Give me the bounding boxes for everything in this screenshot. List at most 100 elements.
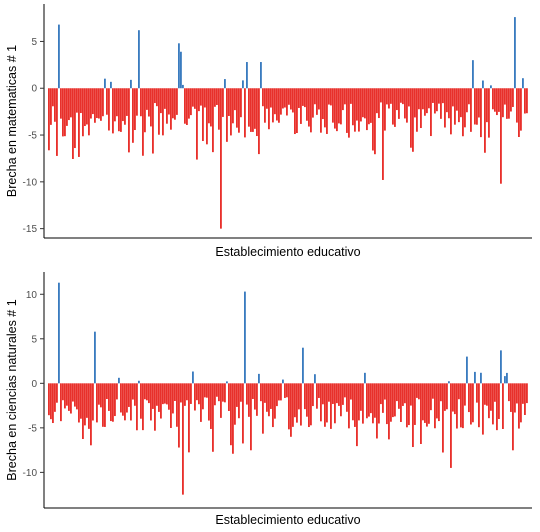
bar <box>80 383 82 419</box>
bar <box>522 383 524 404</box>
bar <box>156 383 158 406</box>
bar <box>492 88 494 110</box>
bar <box>180 383 182 403</box>
bar <box>140 383 142 419</box>
bar <box>404 383 406 404</box>
bar <box>64 88 66 137</box>
bar <box>152 383 154 409</box>
bar <box>268 88 270 130</box>
bar <box>304 383 306 410</box>
bar <box>80 88 82 114</box>
bar <box>132 88 134 143</box>
bar <box>170 383 172 428</box>
bar <box>430 383 432 411</box>
bar <box>464 383 466 406</box>
bar <box>336 383 338 404</box>
bar <box>190 88 192 116</box>
bar <box>450 88 452 135</box>
bar <box>316 383 318 409</box>
bar <box>308 88 310 127</box>
bar <box>340 88 342 125</box>
bar <box>324 383 326 427</box>
bar <box>262 383 264 434</box>
bar <box>332 383 334 404</box>
bar <box>54 383 56 412</box>
bar <box>356 383 358 447</box>
bar <box>142 88 144 156</box>
bar <box>446 88 448 113</box>
bar <box>252 88 254 132</box>
bar <box>486 383 488 406</box>
bar <box>48 383 50 416</box>
bar <box>246 383 248 405</box>
bar <box>68 88 70 121</box>
bar <box>282 88 284 109</box>
bar <box>220 383 222 418</box>
bar <box>510 383 512 412</box>
bar <box>432 88 434 103</box>
bar <box>162 88 164 136</box>
bar <box>84 88 86 127</box>
bar <box>472 60 474 89</box>
bar <box>506 88 508 119</box>
science-y-axis-title: Brecha en ciencias naturales # 1 <box>5 299 19 480</box>
bar <box>206 88 208 145</box>
bar <box>420 88 422 129</box>
bar <box>342 88 344 111</box>
bar <box>278 88 280 123</box>
bar <box>160 88 162 114</box>
bar <box>330 383 332 429</box>
bar <box>312 88 314 118</box>
bar <box>314 374 316 384</box>
bar <box>478 383 480 428</box>
bar <box>480 88 482 138</box>
bar <box>136 88 138 116</box>
bar <box>412 383 414 448</box>
bar <box>256 88 258 137</box>
bar <box>146 88 148 110</box>
bar <box>216 88 218 105</box>
bar <box>522 78 524 89</box>
bar <box>214 88 216 107</box>
bar <box>238 383 240 419</box>
bar <box>164 88 166 109</box>
bar <box>306 383 308 417</box>
bar <box>278 383 280 401</box>
bar <box>172 88 174 119</box>
y-tick-label: 5 <box>31 37 37 48</box>
bar <box>106 88 108 115</box>
bar <box>436 88 438 112</box>
bar <box>126 88 128 116</box>
bar <box>406 88 408 123</box>
bar <box>310 88 312 133</box>
bar <box>74 88 76 149</box>
science-y-ticks: 10 5 0 -5 -10 <box>23 290 44 479</box>
bar <box>236 383 238 407</box>
bar <box>418 88 420 110</box>
bar <box>258 88 260 155</box>
bar <box>368 88 370 125</box>
math-y-axis-title: Brecha en matematicas # 1 <box>5 45 19 197</box>
bar <box>386 383 388 425</box>
bar <box>168 88 170 115</box>
bar <box>322 88 324 120</box>
bar <box>62 383 64 401</box>
bar <box>434 383 436 429</box>
bar <box>348 383 350 429</box>
bar <box>182 84 184 89</box>
bar <box>322 383 324 405</box>
bar <box>376 383 378 439</box>
bar <box>200 383 202 422</box>
bar <box>344 88 346 105</box>
bar <box>244 88 246 138</box>
bar <box>292 88 294 113</box>
bar <box>474 88 476 125</box>
bar <box>426 383 428 427</box>
bar <box>100 383 102 408</box>
bar <box>452 88 454 107</box>
bar <box>130 79 132 89</box>
bar <box>86 383 88 418</box>
bar <box>58 24 60 89</box>
bar <box>90 383 92 446</box>
bar <box>436 383 438 419</box>
